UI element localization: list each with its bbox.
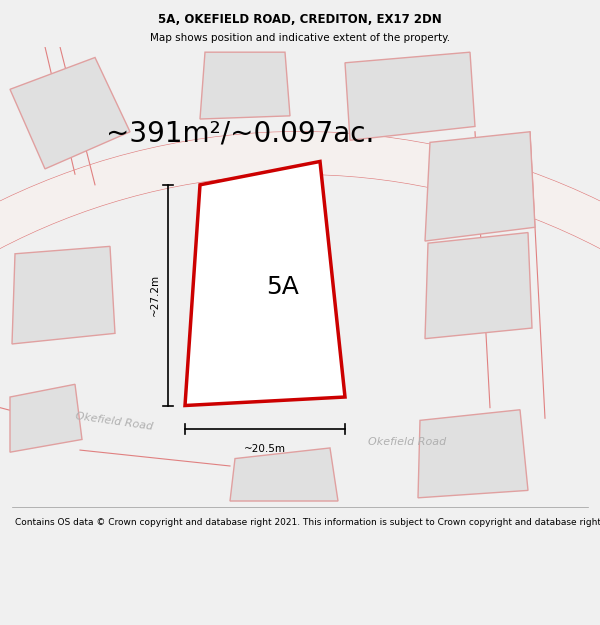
Polygon shape (418, 410, 528, 498)
Text: ~391m²/~0.097ac.: ~391m²/~0.097ac. (106, 120, 374, 148)
Polygon shape (12, 246, 115, 344)
Text: Okefield Road: Okefield Road (368, 437, 446, 447)
Polygon shape (230, 448, 338, 501)
Polygon shape (200, 52, 290, 119)
Polygon shape (345, 52, 475, 140)
Text: Okefield Road: Okefield Road (75, 411, 154, 432)
Text: Map shows position and indicative extent of the property.: Map shows position and indicative extent… (150, 32, 450, 43)
Polygon shape (10, 58, 130, 169)
Polygon shape (10, 384, 82, 452)
Polygon shape (185, 161, 345, 406)
Polygon shape (425, 132, 535, 241)
Text: ~20.5m: ~20.5m (244, 444, 286, 454)
Text: 5A, OKEFIELD ROAD, CREDITON, EX17 2DN: 5A, OKEFIELD ROAD, CREDITON, EX17 2DN (158, 13, 442, 26)
Text: Contains OS data © Crown copyright and database right 2021. This information is : Contains OS data © Crown copyright and d… (15, 518, 600, 527)
Text: ~27.2m: ~27.2m (150, 274, 160, 316)
Polygon shape (425, 232, 532, 339)
Polygon shape (0, 132, 600, 609)
Text: 5A: 5A (266, 275, 299, 299)
